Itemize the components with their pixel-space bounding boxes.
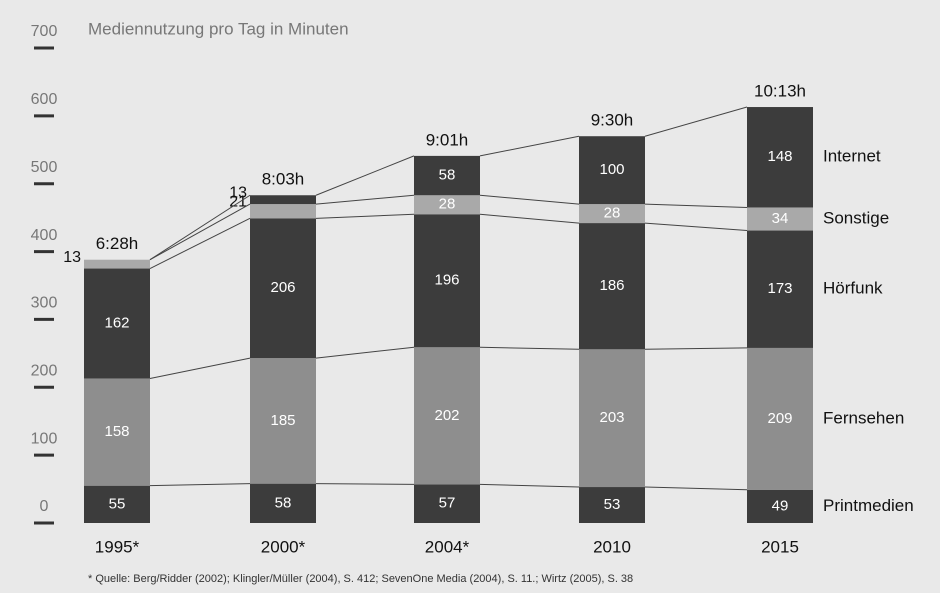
total-label: 9:01h xyxy=(426,130,469,149)
value-label: 185 xyxy=(270,412,295,429)
bar-segment xyxy=(747,489,813,523)
connector xyxy=(479,213,580,224)
total-label: 6:28h xyxy=(96,234,139,253)
connector xyxy=(479,194,580,205)
connector xyxy=(479,346,580,350)
bar-segment xyxy=(579,349,645,488)
x-tick-label: 1995* xyxy=(95,537,140,556)
x-tick-label: 2000* xyxy=(261,537,306,556)
value-label: 49 xyxy=(772,497,789,514)
legend-label: Sonstige xyxy=(823,208,889,227)
legend-label: Printmedien xyxy=(823,496,914,515)
connector xyxy=(149,194,251,261)
value-label: 28 xyxy=(439,196,456,213)
bar-segment xyxy=(747,107,813,208)
value-label: 158 xyxy=(104,423,129,440)
footnote: * Quelle: Berg/Ridder (2002); Klingler/M… xyxy=(88,573,633,585)
total-label: 9:30h xyxy=(591,111,634,130)
value-label: 58 xyxy=(439,167,456,184)
x-tick-label: 2004* xyxy=(425,537,470,556)
total-label: 8:03h xyxy=(262,170,305,189)
bar-segment xyxy=(84,268,150,379)
value-label: 55 xyxy=(109,495,126,512)
bar-segment xyxy=(250,218,316,359)
connector xyxy=(315,194,415,205)
bar-segment xyxy=(250,358,316,484)
bar-segment xyxy=(84,378,150,486)
legend-label: Internet xyxy=(823,147,881,166)
legend-label: Fernsehen xyxy=(823,408,904,427)
bar-segment xyxy=(747,347,813,490)
y-tick-label: 200 xyxy=(31,363,58,380)
bar-segment xyxy=(747,207,813,231)
value-label: 100 xyxy=(599,161,624,178)
y-tick-label: 100 xyxy=(31,430,58,447)
value-label: 203 xyxy=(599,409,624,426)
y-tick-label: 700 xyxy=(31,23,58,40)
value-label: 34 xyxy=(772,210,789,227)
connector xyxy=(644,486,748,491)
value-label: 13 xyxy=(229,184,247,201)
connector xyxy=(644,347,748,350)
connector xyxy=(315,346,415,359)
connector xyxy=(149,483,251,487)
chart-title: Mediennutzung pro Tag in Minuten xyxy=(88,19,349,38)
connector xyxy=(315,155,415,196)
connector xyxy=(644,222,748,232)
connector xyxy=(149,203,251,261)
value-label: 209 xyxy=(767,410,792,427)
legend-label: Hörfunk xyxy=(823,279,883,298)
bar-segment xyxy=(414,195,480,215)
value-label: 58 xyxy=(275,494,292,511)
connector xyxy=(479,483,580,488)
value-label: 173 xyxy=(767,280,792,297)
bar-segment xyxy=(579,204,645,224)
bar-segment xyxy=(414,155,480,196)
bar-segment xyxy=(250,483,316,523)
total-label: 10:13h xyxy=(754,82,806,101)
value-label: 206 xyxy=(270,279,295,296)
value-label: 162 xyxy=(104,314,129,331)
bar-segment xyxy=(414,484,480,523)
bar-segment xyxy=(250,204,316,219)
bar-segment xyxy=(84,485,150,523)
x-tick-label: 2015 xyxy=(761,537,799,556)
connector xyxy=(149,217,251,269)
connector xyxy=(315,483,415,485)
bar-segment xyxy=(579,136,645,205)
bar-segment xyxy=(579,223,645,350)
connector xyxy=(479,135,580,157)
bar-segment xyxy=(579,487,645,523)
value-label: 186 xyxy=(599,277,624,294)
connector xyxy=(149,357,251,379)
value-label: 148 xyxy=(767,148,792,165)
x-tick-label: 2010 xyxy=(593,537,631,556)
bar-segment xyxy=(84,259,150,269)
value-label: 28 xyxy=(604,205,621,222)
y-tick-label: 400 xyxy=(31,227,58,244)
connector xyxy=(315,213,415,219)
connector xyxy=(644,203,748,208)
y-tick-label: 300 xyxy=(31,295,58,312)
bar-segment xyxy=(250,195,316,205)
value-label: 57 xyxy=(439,495,456,512)
bar-segment xyxy=(414,214,480,348)
connector xyxy=(644,106,748,137)
y-tick-label: 600 xyxy=(31,91,58,108)
value-label: 13 xyxy=(63,249,81,266)
bar-segment xyxy=(747,230,813,348)
y-tick-label: 500 xyxy=(31,159,58,176)
value-label: 53 xyxy=(604,496,621,513)
y-tick-label: 0 xyxy=(40,498,49,515)
value-label: 196 xyxy=(434,272,459,289)
bar-segment xyxy=(414,347,480,485)
value-label: 202 xyxy=(434,407,459,424)
